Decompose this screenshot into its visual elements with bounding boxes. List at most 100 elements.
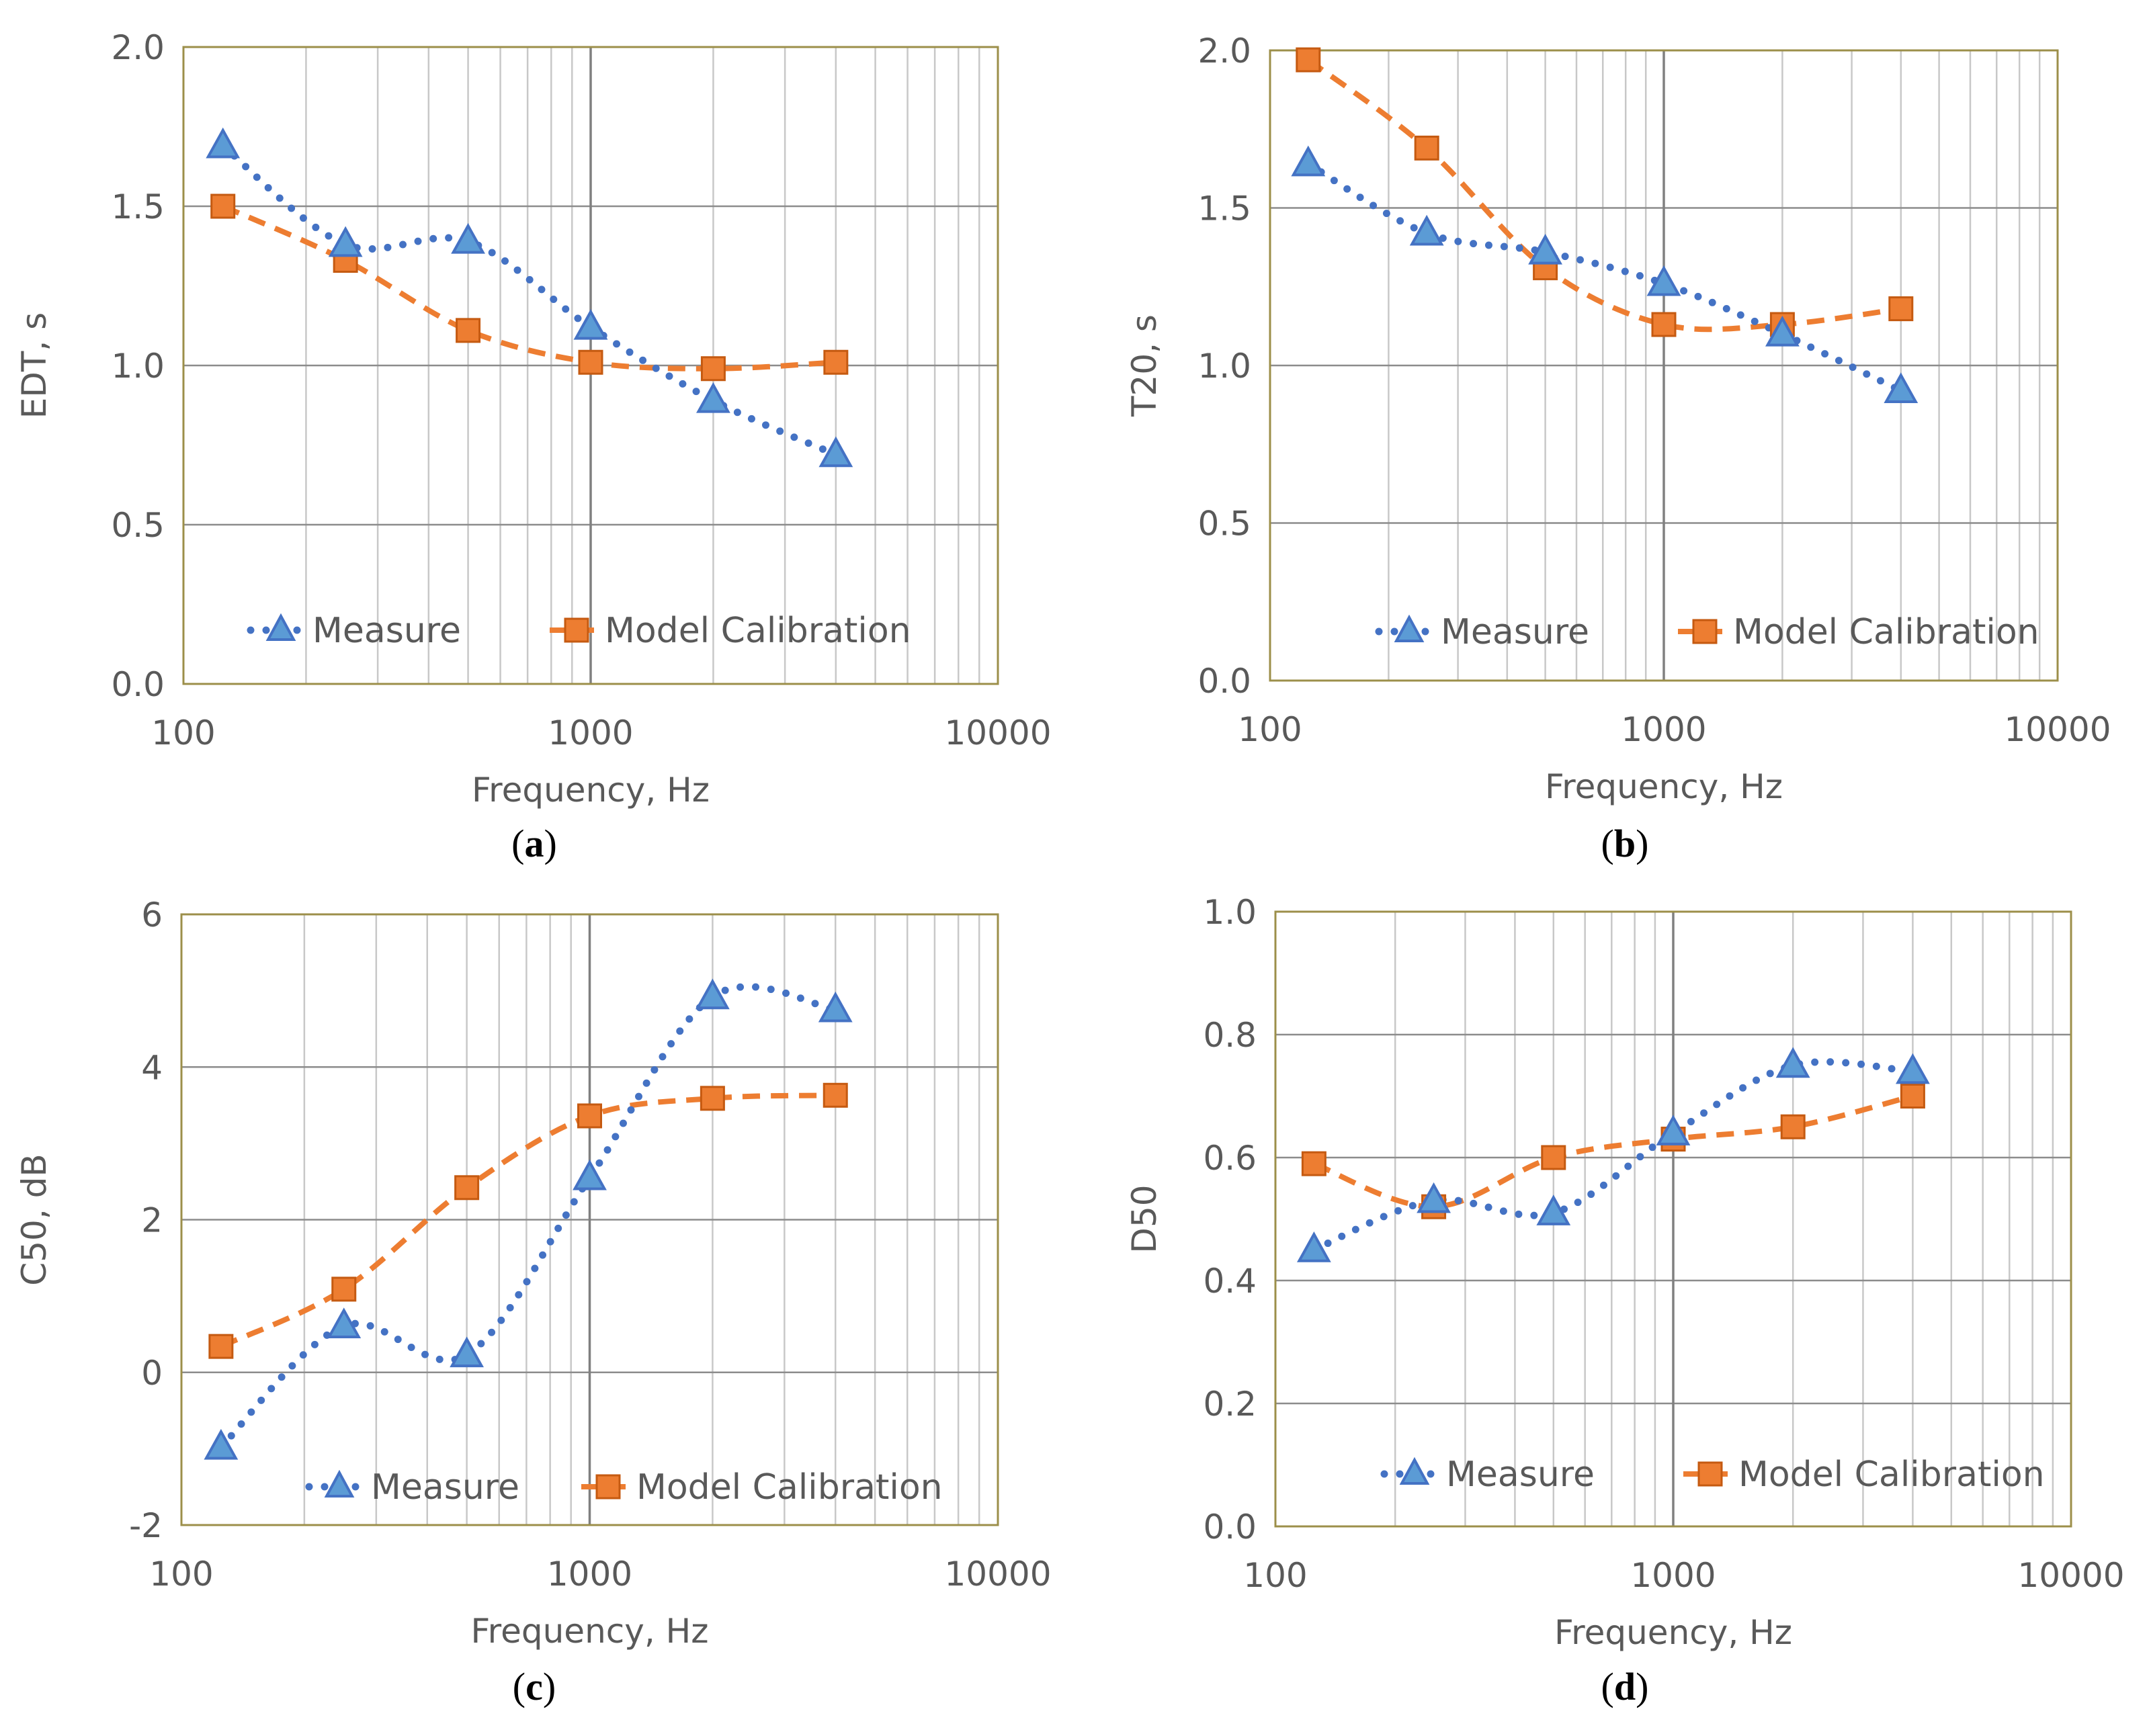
measure-point [818, 436, 853, 468]
series-line-model-calibration [1306, 57, 1902, 333]
legend-triangle-icon [1399, 1457, 1430, 1485]
legend-model-label: Model Calibration [636, 1467, 943, 1508]
measure-point [1536, 1195, 1571, 1225]
x-tick-label: 100 [1243, 1556, 1307, 1595]
y-axis-title: T20, s [1125, 314, 1164, 417]
x-tick-label: 100 [151, 713, 215, 752]
y-tick-label: 4 [141, 1048, 163, 1087]
y-tick-label: 6 [141, 896, 163, 935]
y-tick-label: 0.5 [111, 506, 165, 545]
x-tick-label: 1000 [548, 713, 633, 752]
x-axis-title: Frequency, Hz [471, 1612, 709, 1651]
y-axis-title: EDT, s [15, 312, 54, 419]
caption-open-paren: ( [513, 1665, 525, 1708]
measure-point [1765, 315, 1800, 347]
legend-measure-label: Measure [371, 1467, 519, 1508]
x-tick-label: 10000 [944, 713, 1051, 752]
model-calibration-point [823, 1082, 848, 1108]
caption-close-paren: ) [543, 1665, 556, 1708]
series-line-measure [219, 142, 840, 459]
series-line-measure [1304, 160, 1905, 395]
x-tick-label: 100 [1238, 710, 1302, 749]
measure-point [573, 308, 608, 340]
x-tick-label: 10000 [944, 1555, 1051, 1594]
chart-panel-d: 0.0 0.2 0.4 0.6 0.8 1.0 100 1000 10000 Frequency,… [1125, 893, 2125, 1708]
caption-open-paren: ( [1601, 822, 1614, 865]
x-tick-label: 1000 [547, 1555, 632, 1594]
plot-area-border [182, 46, 999, 685]
y-tick-label: 1.0 [1197, 347, 1251, 386]
panel-caption: (a) [511, 822, 557, 865]
measure-point [451, 222, 485, 254]
legend-square-icon [1697, 1461, 1723, 1487]
legend: Measure Model Calibration [247, 611, 911, 651]
measure-point [1896, 1053, 1930, 1084]
legend-model-label: Model Calibration [1738, 1455, 2045, 1495]
y-tick-label: 0.6 [1203, 1139, 1257, 1178]
legend-triangle-icon [324, 1469, 355, 1498]
legend-square-icon [564, 617, 589, 643]
legend-triangle-icon [265, 613, 296, 641]
legend-square-icon [595, 1474, 621, 1500]
legend-measure-label: Measure [312, 611, 461, 651]
measure-point [696, 382, 730, 413]
panel-caption: (c) [513, 1665, 556, 1708]
model-calibration-point [331, 1276, 357, 1302]
chart-panel-a: 0.0 0.5 1.0 1.5 2.0 100 1000 10000 Frequency, Hz… [15, 28, 1052, 865]
legend-square-icon [1692, 619, 1718, 644]
y-tick-label: 0.5 [1197, 505, 1251, 544]
legend-measure-label: Measure [1446, 1455, 1595, 1495]
measure-point [1528, 233, 1562, 265]
caption-letter: c [525, 1665, 543, 1708]
model-calibration-point [823, 349, 849, 375]
legend: Measure Model Calibration [305, 1467, 943, 1508]
model-calibration-point [1414, 135, 1439, 161]
measure-point [1775, 1047, 1810, 1078]
model-calibration-point [1301, 1151, 1326, 1176]
y-axis-title: D50 [1125, 1184, 1164, 1253]
measure-point [327, 1307, 362, 1338]
x-axis-title: Frequency, Hz [1554, 1613, 1792, 1652]
model-calibration-point [578, 349, 603, 375]
measure-point [328, 226, 363, 257]
x-tick-label: 10000 [2004, 710, 2111, 749]
model-calibration-point [577, 1103, 602, 1129]
measure-point [695, 978, 730, 1010]
legend: Measure Model Calibration [1380, 1455, 2045, 1495]
measure-point [1409, 214, 1444, 246]
model-calibration-point [454, 1175, 480, 1201]
model-calibration-point [208, 1334, 234, 1359]
x-axis-title: Frequency, Hz [472, 771, 710, 810]
legend: Measure Model Calibration [1375, 612, 2039, 652]
x-tick-label: 100 [149, 1555, 213, 1594]
caption-open-paren: ( [511, 822, 524, 865]
y-tick-label: 1.0 [1203, 893, 1257, 932]
y-tick-label: 1.0 [111, 347, 165, 386]
measure-point [450, 1336, 484, 1368]
measure-point [204, 1428, 239, 1460]
chart-panel-c: -2 0 2 4 6 100 1000 10000 Frequency, Hz C50, dB Me… [15, 896, 1052, 1708]
y-tick-label: 0.8 [1203, 1016, 1257, 1055]
caption-letter: a [525, 822, 544, 865]
model-calibration-point [1900, 1084, 1925, 1109]
y-tick-label: 0 [141, 1354, 163, 1393]
y-tick-label: -2 [129, 1506, 163, 1545]
model-calibration-point [700, 356, 726, 382]
model-calibration-point [1651, 312, 1677, 337]
chart-panel-b: 0.0 0.5 1.0 1.5 2.0 100 1000 10000 Frequency, Hz… [1125, 32, 2111, 865]
plot-area-border [180, 913, 999, 1526]
y-axis-title: C50, dB [15, 1154, 54, 1285]
measure-point [1656, 1115, 1691, 1145]
legend-measure-label: Measure [1441, 612, 1589, 652]
panel-caption: (d) [1601, 1665, 1649, 1708]
model-calibration-point [700, 1086, 725, 1111]
caption-close-paren: ) [544, 822, 557, 865]
y-tick-label: 2.0 [111, 28, 165, 67]
y-tick-label: 0.4 [1203, 1262, 1257, 1301]
model-calibration-point [1888, 296, 1914, 322]
plot-area-border [1274, 910, 2072, 1528]
series-line-measure [217, 983, 839, 1451]
measure-point [206, 127, 241, 159]
measure-point [1884, 372, 1919, 404]
